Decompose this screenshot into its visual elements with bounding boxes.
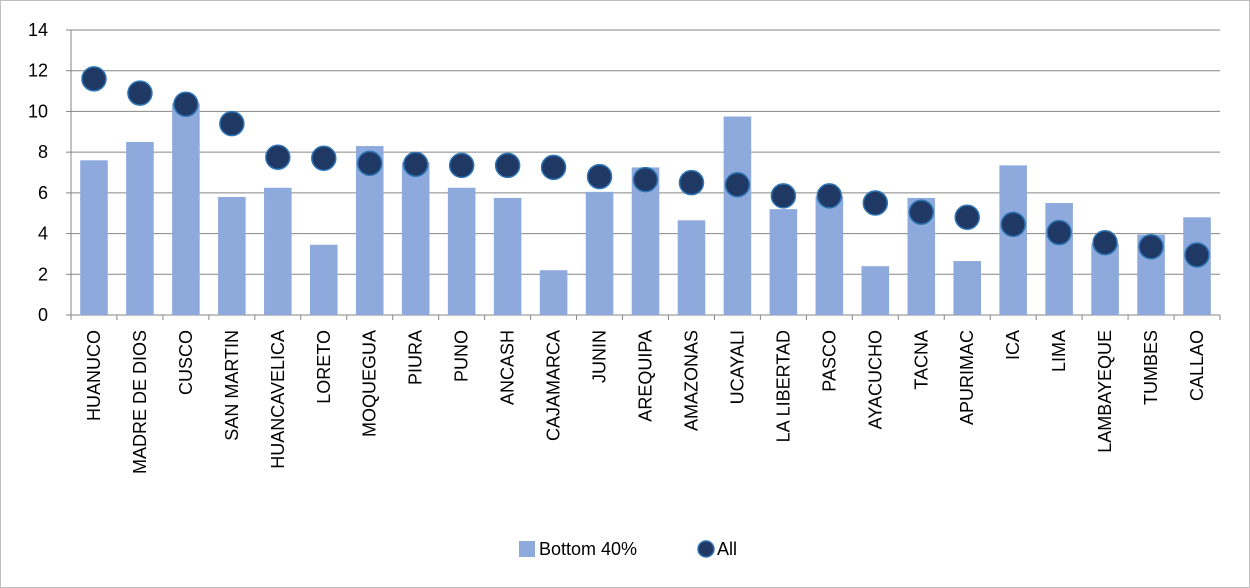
marker-san-martin — [219, 110, 245, 137]
x-category-label: TUMBES — [1141, 330, 1161, 405]
x-category-label: JUNIN — [590, 330, 610, 383]
marker-lima — [1046, 219, 1072, 246]
bar-san-martin — [218, 196, 246, 315]
x-category-label: HUANUCO — [84, 330, 104, 421]
x-category-label: PUNO — [452, 330, 472, 382]
marker-junin — [586, 163, 613, 190]
bar-ica — [999, 165, 1027, 315]
x-category-label: TACNA — [911, 330, 931, 390]
x-category-label: APURIMAC — [957, 330, 977, 425]
y-tick-label: 8 — [38, 142, 48, 162]
marker-ucayali — [724, 171, 751, 198]
bar-apurimac — [953, 261, 982, 315]
marker-pasco — [816, 183, 843, 209]
x-category-label: CAJAMARCA — [544, 330, 564, 441]
y-tick-label: 10 — [28, 101, 48, 121]
bar-pasco — [815, 195, 844, 315]
x-category-label: LA LIBERTAD — [773, 330, 793, 442]
marker-ica — [1000, 211, 1026, 238]
x-category-label: AYACUCHO — [865, 330, 885, 429]
marker-ayacucho — [862, 190, 889, 216]
marker-ancash — [494, 152, 521, 179]
bar-puno — [447, 187, 476, 315]
bar-huancavelica — [264, 187, 292, 315]
x-category-label: ICA — [1003, 330, 1023, 360]
x-category-label: SAN MARTIN — [222, 330, 242, 441]
legend-swatch-bottom-40 — [519, 541, 535, 557]
marker-moquegua — [356, 150, 383, 177]
x-category-label: CUSCO — [176, 330, 196, 395]
y-tick-label: 2 — [38, 264, 48, 284]
x-category-label: AMAZONAS — [681, 330, 701, 431]
x-category-label: LIMA — [1049, 330, 1069, 372]
bar-ayacucho — [861, 266, 890, 315]
marker-huancavelica — [265, 144, 291, 170]
bar-cajamarca — [539, 270, 568, 315]
bar-amazonas — [677, 220, 706, 315]
x-category-label: PASCO — [819, 330, 839, 392]
marker-tacna — [908, 199, 935, 225]
marker-piura — [402, 151, 429, 178]
bar-huanuco — [80, 160, 108, 315]
x-category-label: CALLAO — [1187, 330, 1207, 401]
y-tick-label: 0 — [38, 305, 48, 325]
bar-piura — [401, 162, 430, 315]
marker-loreto — [311, 145, 337, 171]
bar-loreto — [309, 244, 338, 315]
x-category-label: ANCASH — [498, 330, 518, 405]
legend-label-bottom-40: Bottom 40% — [539, 539, 637, 559]
bar-madre-de-dios — [126, 141, 154, 315]
marker-lambayeque — [1092, 229, 1118, 256]
bar-ancash — [493, 197, 522, 315]
bar-la-libertad — [769, 209, 798, 315]
marker-tumbes — [1138, 234, 1164, 260]
x-category-label: PIURA — [406, 330, 426, 385]
bar-ucayali — [723, 116, 752, 316]
y-tick-label: 6 — [38, 183, 48, 203]
bar-junin — [585, 191, 614, 315]
marker-arequipa — [632, 166, 659, 193]
marker-madre-de-dios — [127, 80, 153, 106]
bar-cusco — [172, 103, 200, 316]
marker-amazonas — [678, 169, 705, 196]
x-category-label: UCAYALI — [727, 330, 747, 404]
y-tick-label: 14 — [28, 20, 48, 40]
y-tick-label: 12 — [28, 61, 48, 81]
bar-lambayeque — [1091, 243, 1119, 315]
legend-marker-all — [697, 540, 715, 558]
marker-cajamarca — [540, 154, 567, 181]
x-category-label: LAMBAYEQUE — [1095, 330, 1115, 453]
marker-cusco — [173, 91, 199, 118]
x-category-label: AREQUIPA — [636, 330, 656, 422]
marker-callao — [1184, 242, 1210, 268]
y-tick-label: 4 — [38, 224, 48, 244]
marker-la-libertad — [770, 183, 797, 209]
legend-label-all: All — [717, 539, 737, 559]
x-category-label: MOQUEGUA — [360, 330, 380, 437]
x-category-label: HUANCAVELICA — [268, 330, 288, 469]
marker-huanuco — [81, 66, 107, 92]
marker-apurimac — [954, 204, 980, 231]
marker-puno — [448, 152, 475, 179]
x-category-label: LORETO — [314, 330, 334, 404]
x-category-label: MADRE DE DIOS — [130, 330, 150, 474]
